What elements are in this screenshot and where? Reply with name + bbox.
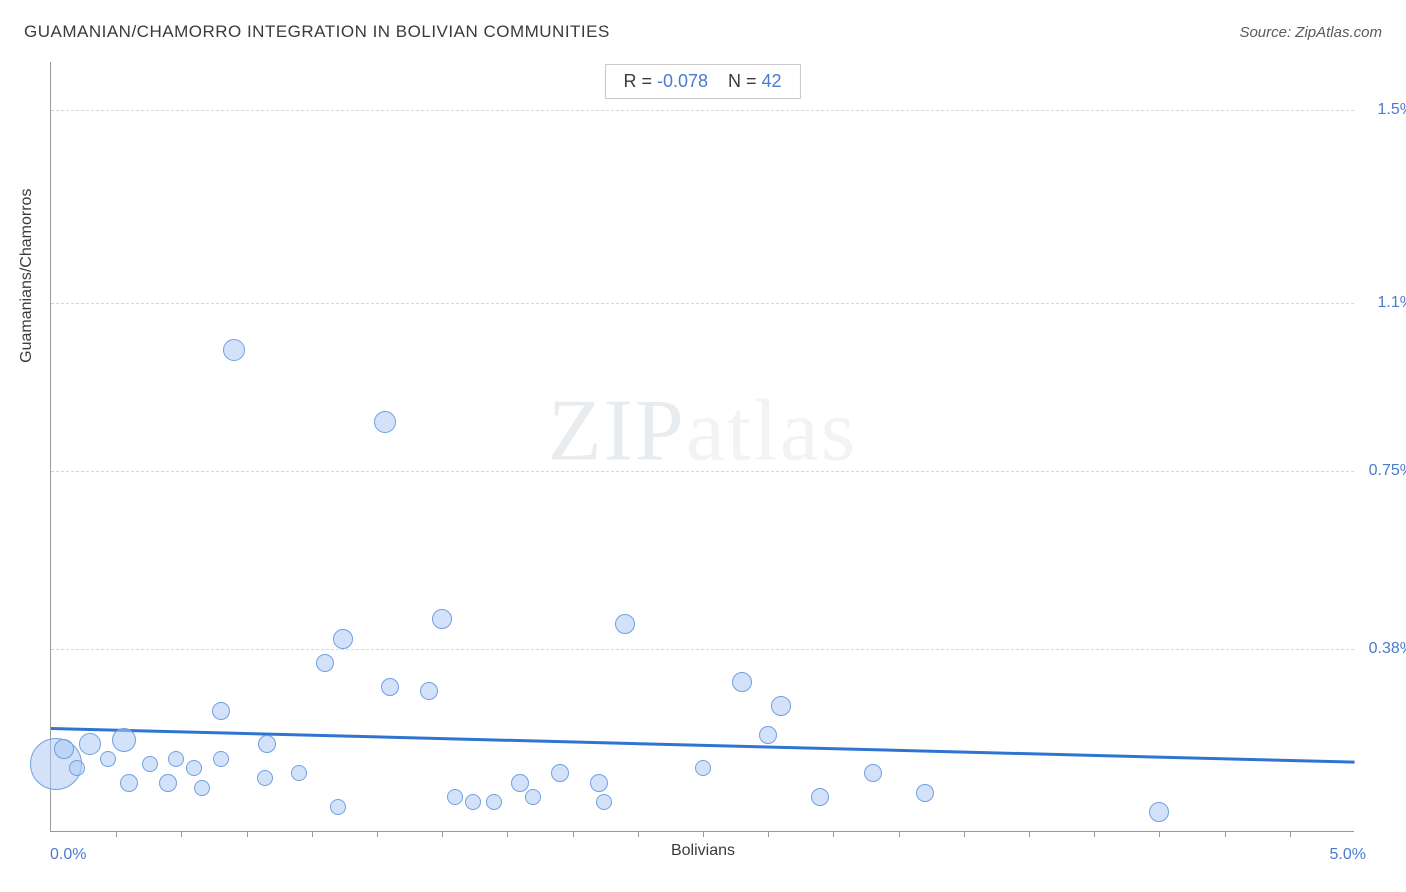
data-point bbox=[186, 760, 202, 776]
x-tick bbox=[116, 831, 117, 837]
x-tick bbox=[1159, 831, 1160, 837]
gridline bbox=[51, 471, 1354, 472]
data-point bbox=[100, 751, 116, 767]
data-point bbox=[212, 702, 230, 720]
x-tick bbox=[312, 831, 313, 837]
data-point bbox=[159, 774, 177, 792]
data-point bbox=[465, 794, 481, 810]
y-axis-label: Guamanians/Chamorros bbox=[18, 189, 36, 363]
x-max-label: 5.0% bbox=[1330, 846, 1366, 864]
scatter-plot: ZIPatlas R = -0.078 N = 42 0.38%0.75%1.1… bbox=[50, 62, 1354, 832]
stats-box: R = -0.078 N = 42 bbox=[604, 64, 800, 99]
data-point bbox=[257, 770, 273, 786]
data-point bbox=[420, 682, 438, 700]
data-point bbox=[194, 780, 210, 796]
data-point bbox=[615, 614, 635, 634]
x-tick bbox=[703, 831, 704, 837]
x-tick bbox=[833, 831, 834, 837]
x-tick bbox=[638, 831, 639, 837]
x-min-label: 0.0% bbox=[50, 846, 86, 864]
x-tick bbox=[1290, 831, 1291, 837]
data-point bbox=[168, 751, 184, 767]
watermark-atlas: atlas bbox=[686, 383, 857, 480]
gridline bbox=[51, 303, 1354, 304]
y-tick-label: 0.38% bbox=[1359, 640, 1406, 658]
data-point bbox=[69, 760, 85, 776]
x-tick bbox=[1029, 831, 1030, 837]
data-point bbox=[864, 764, 882, 782]
data-point bbox=[695, 760, 711, 776]
data-point bbox=[291, 765, 307, 781]
data-point bbox=[142, 756, 158, 772]
r-label: R = bbox=[623, 71, 657, 91]
x-tick bbox=[442, 831, 443, 837]
data-point bbox=[732, 672, 752, 692]
data-point bbox=[381, 678, 399, 696]
data-point bbox=[1149, 802, 1169, 822]
data-point bbox=[590, 774, 608, 792]
y-tick-label: 1.5% bbox=[1359, 101, 1406, 119]
gridline bbox=[51, 110, 1354, 111]
n-value: 42 bbox=[762, 71, 782, 91]
x-tick bbox=[1225, 831, 1226, 837]
x-axis-label: Bolivians bbox=[671, 842, 735, 860]
x-tick bbox=[899, 831, 900, 837]
x-tick bbox=[181, 831, 182, 837]
x-tick bbox=[573, 831, 574, 837]
gridline bbox=[51, 649, 1354, 650]
data-point bbox=[374, 411, 396, 433]
data-point bbox=[112, 728, 136, 752]
x-tick bbox=[247, 831, 248, 837]
data-point bbox=[258, 735, 276, 753]
data-point bbox=[511, 774, 529, 792]
n-label: N = bbox=[728, 71, 762, 91]
x-tick bbox=[1094, 831, 1095, 837]
x-tick bbox=[768, 831, 769, 837]
data-point bbox=[213, 751, 229, 767]
chart-title: GUAMANIAN/CHAMORRO INTEGRATION IN BOLIVI… bbox=[24, 22, 610, 42]
data-point bbox=[759, 726, 777, 744]
data-point bbox=[79, 733, 101, 755]
data-point bbox=[551, 764, 569, 782]
x-tick bbox=[377, 831, 378, 837]
data-point bbox=[223, 339, 245, 361]
r-value: -0.078 bbox=[657, 71, 708, 91]
y-tick-label: 1.1% bbox=[1359, 294, 1406, 312]
data-point bbox=[333, 629, 353, 649]
data-point bbox=[596, 794, 612, 810]
data-point bbox=[916, 784, 934, 802]
y-tick-label: 0.75% bbox=[1359, 462, 1406, 480]
watermark-zip: ZIP bbox=[548, 383, 686, 480]
data-point bbox=[771, 696, 791, 716]
x-tick bbox=[507, 831, 508, 837]
data-point bbox=[330, 799, 346, 815]
data-point bbox=[486, 794, 502, 810]
data-point bbox=[525, 789, 541, 805]
source-attribution: Source: ZipAtlas.com bbox=[1239, 24, 1382, 41]
x-tick bbox=[964, 831, 965, 837]
data-point bbox=[120, 774, 138, 792]
data-point bbox=[54, 739, 74, 759]
data-point bbox=[316, 654, 334, 672]
watermark-text: ZIPatlas bbox=[548, 381, 857, 482]
trend-line bbox=[51, 727, 1355, 764]
data-point bbox=[811, 788, 829, 806]
data-point bbox=[447, 789, 463, 805]
data-point bbox=[432, 609, 452, 629]
